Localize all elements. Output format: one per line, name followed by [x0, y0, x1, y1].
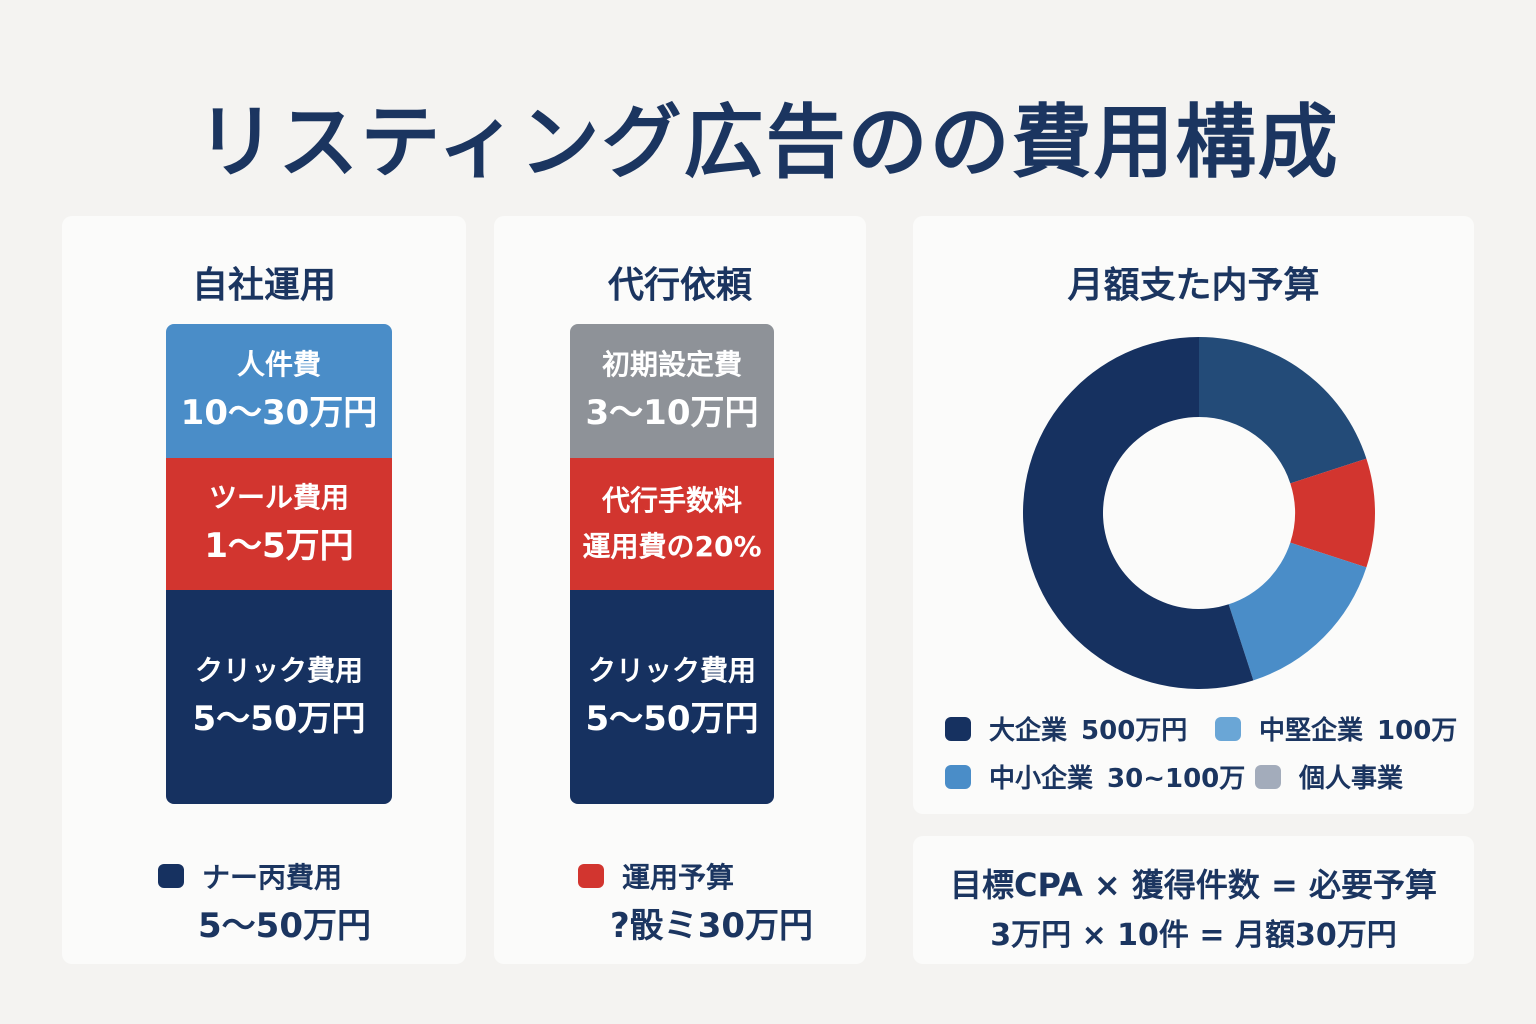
legend-swatch [945, 764, 971, 789]
legend-item-large: 大企業 500万円 [945, 710, 1187, 747]
segment-name: 初期設定費 [601, 347, 742, 381]
budget-chart-title: 月額支た内予算 [1067, 265, 1320, 306]
self-managed-cost-stack: 人件費 10〜30万円 ツール費用 1〜5万円 クリック費用 5〜50万円 [166, 324, 392, 804]
budget-formula-card: 目標CPA × 獲得件数 = 必要予算 3万円 × 10件 = 月額30万円 [913, 836, 1474, 964]
segment-name: クリック費用 [587, 653, 756, 687]
agency-card: 代行依頼 初期設定費 3〜10万円 代行手数料 運用費の20% クリック費用 5… [494, 216, 866, 964]
legend-label: 中小企業 [989, 764, 1094, 794]
segment-amount: 1〜5万円 [204, 526, 354, 567]
cost-segment-tools: ツール費用 1〜5万円 [166, 458, 392, 590]
cost-segment-personnel: 人件費 10〜30万円 [166, 324, 392, 458]
cost-segment-click: クリック費用 5〜50万円 [166, 590, 392, 804]
legend-label: 運用予算 [622, 861, 735, 894]
cost-segment-setup: 初期設定費 3〜10万円 [570, 324, 774, 458]
formula-line-2: 3万円 × 10件 = 月額30万円 [990, 918, 1397, 953]
agency-legend: 運用予算 [578, 856, 734, 896]
self-managed-legend: ナー丙費用 [158, 856, 342, 896]
segment-name: クリック費用 [194, 653, 363, 687]
legend-amount: 30~100万 [1107, 764, 1246, 794]
legend-swatch [1255, 764, 1281, 789]
donut-slice-3 [1228, 542, 1367, 681]
legend-swatch [1215, 716, 1241, 741]
donut-slice-2 [1290, 458, 1375, 568]
legend-amount: 100万 [1377, 716, 1458, 746]
legend-swatch [158, 864, 184, 888]
legend-label: ナー丙費用 [202, 861, 343, 894]
segment-amount: 運用費の20% [582, 530, 762, 563]
monthly-budget-card: 月額支た内予算 大企業 500万円 中堅企業 100万 中小企業 30~100万… [913, 216, 1474, 814]
segment-amount: 3〜10万円 [585, 393, 759, 434]
self-managed-legend-amount: 5〜50万円 [198, 906, 371, 946]
donut-slice-0 [1023, 337, 1254, 689]
agency-cost-stack: 初期設定費 3〜10万円 代行手数料 運用費の20% クリック費用 5〜50万円 [570, 324, 774, 804]
cost-segment-agency-fee: 代行手数料 運用費の20% [570, 458, 774, 590]
legend-swatch [578, 864, 604, 888]
segment-amount: 10〜30万円 [180, 393, 378, 434]
legend-label: 中堅企業 [1259, 716, 1364, 746]
legend-label: 大企業 [989, 716, 1068, 746]
segment-name: 人件費 [236, 347, 321, 381]
legend-label: 個人事業 [1299, 764, 1404, 794]
legend-item-small: 中小企業 30~100万 [945, 758, 1245, 795]
cost-segment-click: クリック費用 5〜50万円 [570, 590, 774, 804]
agency-legend-amount: ?骰ミ30万円 [610, 906, 814, 946]
agency-heading: 代行依頼 [607, 265, 752, 306]
legend-item-mid: 中堅企業 100万 [1215, 710, 1457, 747]
self-managed-heading: 自社運用 [191, 265, 336, 306]
segment-name: ツール費用 [208, 480, 349, 514]
donut-slice-1 [1199, 337, 1367, 484]
budget-donut-chart [1023, 337, 1375, 689]
page-title: リスティング広告のの費用構成 [196, 96, 1340, 189]
legend-swatch [945, 716, 971, 741]
segment-name: 代行手数料 [601, 484, 742, 518]
segment-amount: 5〜50万円 [192, 699, 366, 740]
legend-item-individual: 個人事業 [1255, 758, 1403, 795]
segment-amount: 5〜50万円 [585, 699, 759, 740]
self-managed-card: 自社運用 人件費 10〜30万円 ツール費用 1〜5万円 クリック費用 5〜50… [62, 216, 466, 964]
legend-amount: 500万円 [1081, 716, 1188, 746]
formula-line-1: 目標CPA × 獲得件数 = 必要予算 [950, 866, 1437, 904]
